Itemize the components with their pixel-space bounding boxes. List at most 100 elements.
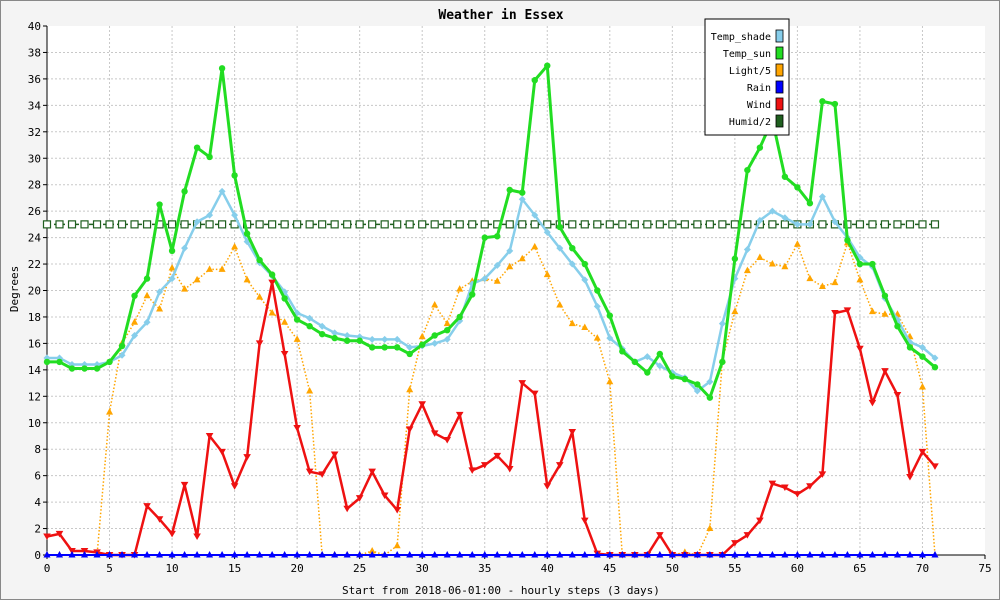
data-point xyxy=(831,100,839,108)
data-point xyxy=(455,411,464,419)
legend-label: Wind xyxy=(747,100,771,111)
data-point xyxy=(831,551,839,558)
data-point xyxy=(143,291,151,299)
data-point xyxy=(381,551,389,558)
data-point xyxy=(318,471,326,478)
data-point xyxy=(581,551,589,558)
data-point xyxy=(506,551,514,558)
data-point xyxy=(155,516,164,523)
data-point xyxy=(156,305,164,312)
data-point xyxy=(143,275,151,282)
data-point xyxy=(55,220,64,229)
data-point xyxy=(893,391,902,399)
data-point xyxy=(468,220,477,229)
data-point xyxy=(431,301,439,308)
x-tick-label: 15 xyxy=(228,562,241,575)
data-point xyxy=(544,62,551,69)
data-point xyxy=(643,220,652,229)
data-point xyxy=(856,275,864,283)
data-point xyxy=(718,220,727,229)
data-point xyxy=(806,483,814,490)
data-point xyxy=(568,319,576,327)
data-point xyxy=(519,189,526,196)
data-point xyxy=(505,220,514,229)
data-point xyxy=(768,551,776,558)
data-point xyxy=(281,318,289,325)
data-point xyxy=(743,220,752,229)
y-tick-label: 6 xyxy=(34,470,41,483)
data-point xyxy=(256,256,263,264)
x-tick-label: 5 xyxy=(106,562,113,575)
y-tick-label: 40 xyxy=(28,20,41,33)
x-tick-label: 35 xyxy=(478,562,491,575)
data-point xyxy=(380,220,389,229)
legend-swatch xyxy=(775,80,784,94)
data-point xyxy=(669,373,676,380)
data-point xyxy=(806,274,814,282)
data-point xyxy=(456,285,464,292)
data-point xyxy=(218,265,226,272)
data-point xyxy=(156,551,164,558)
data-point xyxy=(455,220,464,229)
x-tick-label: 60 xyxy=(791,562,804,575)
data-point xyxy=(443,551,451,558)
data-point xyxy=(293,551,301,558)
data-point xyxy=(180,220,189,229)
data-point xyxy=(456,313,463,321)
y-tick-label: 8 xyxy=(34,443,41,456)
data-point xyxy=(706,378,714,386)
data-point xyxy=(680,220,689,229)
legend-swatch xyxy=(775,97,784,111)
data-point xyxy=(844,237,851,244)
data-point xyxy=(443,220,452,229)
data-point xyxy=(43,358,51,366)
data-point xyxy=(131,331,139,339)
data-point xyxy=(568,551,576,558)
data-point xyxy=(781,214,789,222)
data-point xyxy=(880,220,890,229)
data-point xyxy=(681,551,689,558)
data-point xyxy=(218,65,226,72)
data-point xyxy=(843,307,852,314)
data-point xyxy=(906,473,914,481)
legend-swatch xyxy=(775,114,784,128)
legend-label: Temp_sun xyxy=(723,49,771,60)
data-point xyxy=(606,334,614,342)
data-point xyxy=(655,220,664,229)
data-point xyxy=(856,345,864,353)
data-point xyxy=(756,216,764,224)
data-point xyxy=(556,223,563,231)
data-point xyxy=(931,463,939,470)
data-point xyxy=(393,551,401,558)
series-temp-sun xyxy=(43,62,939,401)
data-point xyxy=(543,270,551,278)
data-point xyxy=(393,220,402,229)
data-point xyxy=(768,220,777,229)
data-point xyxy=(168,264,176,271)
y-tick-label: 20 xyxy=(28,285,41,298)
data-point xyxy=(818,551,826,558)
data-point xyxy=(255,220,264,229)
data-point xyxy=(255,340,264,347)
data-point xyxy=(506,247,514,255)
data-point xyxy=(243,275,251,283)
data-point xyxy=(181,285,189,292)
data-point xyxy=(418,551,426,558)
data-point xyxy=(343,220,352,229)
data-point xyxy=(630,220,639,229)
data-point xyxy=(555,462,564,469)
data-point xyxy=(556,551,564,558)
data-point xyxy=(593,334,601,341)
data-point xyxy=(431,332,438,339)
data-point xyxy=(106,551,114,558)
data-point xyxy=(893,220,902,229)
data-point xyxy=(543,551,551,558)
data-point xyxy=(818,471,827,478)
data-point xyxy=(781,173,789,180)
data-point xyxy=(56,551,64,558)
data-point xyxy=(68,551,76,558)
data-point xyxy=(306,314,314,322)
legend-label: Humid/2 xyxy=(729,117,771,128)
data-point xyxy=(318,330,326,338)
data-point xyxy=(918,220,927,229)
